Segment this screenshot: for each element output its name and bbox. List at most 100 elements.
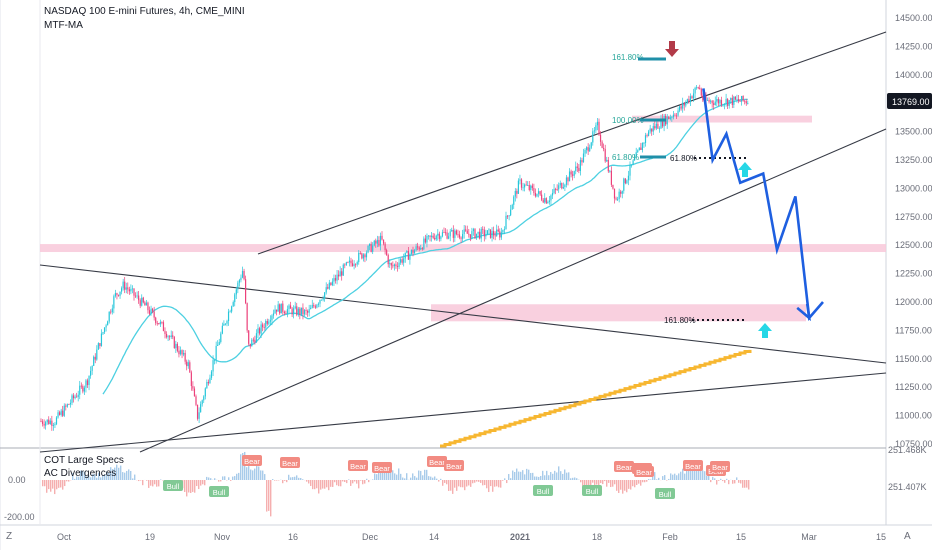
last-price-text: 13769.00 — [892, 97, 930, 107]
indicator-histogram-bar — [50, 480, 52, 492]
indicator-histogram-bar — [250, 469, 252, 480]
price-axis[interactable]: 14500.0014250.0014000.0013750.0013500.00… — [895, 13, 932, 449]
indicator-histogram-bar — [266, 480, 268, 512]
indicator-histogram-bar — [326, 480, 328, 488]
candle-body — [415, 246, 417, 251]
indicator-histogram-bar — [352, 480, 354, 484]
indicator-histogram-bar — [518, 471, 520, 480]
candle-body — [379, 235, 382, 246]
candle-body — [630, 164, 633, 166]
candle-body — [170, 335, 172, 338]
candle-body — [493, 231, 495, 236]
candle-body — [541, 194, 543, 200]
candle-body — [257, 328, 259, 334]
candle-body — [547, 202, 549, 204]
indicator-histogram-bar — [616, 480, 618, 491]
candle-body — [305, 310, 307, 311]
indicator-name: MTF-MA — [44, 20, 83, 31]
candle-body — [175, 343, 177, 349]
indicator-histogram-bar — [268, 480, 270, 511]
indicator-histogram-bar — [94, 474, 96, 480]
candle-body — [272, 313, 275, 316]
bear-badge-text: Bear — [712, 463, 728, 472]
indicator-histogram-bar — [238, 472, 240, 480]
indicator-histogram-bar — [538, 476, 540, 480]
indicator-histogram-bar — [462, 480, 464, 488]
indicator-histogram-bar — [654, 472, 656, 480]
candle-body — [176, 343, 178, 351]
candle-body — [401, 259, 403, 263]
candle-body — [497, 229, 499, 232]
candle-body — [567, 177, 569, 182]
resistance-zone — [40, 244, 886, 253]
candle-body — [74, 396, 76, 399]
candle-body — [260, 324, 262, 334]
bear-badge-text: Bear — [282, 459, 298, 468]
candle-body — [240, 277, 242, 281]
indicator-histogram-bar — [566, 472, 568, 480]
candle-body — [434, 237, 436, 240]
indicator-histogram-bar — [56, 480, 58, 490]
candle-body — [480, 228, 482, 239]
indicator-histogram-bar — [384, 469, 386, 480]
candle-body — [503, 229, 506, 231]
candle-body — [404, 252, 406, 259]
time-axis[interactable]: Oct 19 Nov 16 Dec 14 2021 18 Feb 15 Mar 15 — [57, 532, 886, 542]
indicator-histogram-bar — [506, 480, 508, 484]
indicator-histogram-bar — [592, 480, 594, 483]
indicator-histogram-bar — [264, 474, 266, 480]
auto-scale-button[interactable]: A — [904, 531, 911, 542]
price-tick-label: 11250.00 — [895, 382, 932, 392]
indicator-histogram-bar — [534, 476, 536, 480]
indicator-histogram-bar — [674, 473, 676, 480]
indicator-tick-label: 0.00 — [8, 475, 26, 485]
candle-body — [370, 243, 372, 252]
bear-badge-text: Bear — [685, 462, 701, 471]
candle-body — [387, 255, 389, 265]
indicator-histogram-bar — [664, 475, 666, 480]
indicator-histogram-bar — [300, 477, 302, 480]
indicator-histogram-bar — [92, 474, 94, 480]
candle-body — [367, 245, 369, 253]
candle-body — [731, 97, 733, 105]
candle-body — [45, 422, 47, 426]
candle-body — [528, 185, 530, 190]
indicator-histogram-bar — [262, 470, 264, 480]
candle-body — [43, 423, 45, 426]
candle-body — [195, 396, 197, 405]
candle-body — [499, 231, 501, 238]
zoom-button[interactable]: Z — [6, 531, 13, 542]
candle-body — [358, 252, 360, 263]
bull-badge-text: Bull — [659, 490, 672, 499]
candle-body — [558, 185, 560, 190]
candle-body — [124, 281, 126, 290]
indicator-histogram-bar — [364, 480, 366, 484]
indicator-histogram-bar — [342, 480, 344, 482]
candle-body — [65, 405, 67, 407]
indicator-histogram-bar — [260, 470, 262, 480]
bear-badge — [710, 461, 730, 472]
candle-body — [435, 235, 437, 240]
candle-body — [510, 209, 512, 216]
up-arrow-icon — [738, 162, 752, 177]
candle-body — [57, 412, 59, 418]
indicator-histogram-bar — [736, 477, 738, 480]
candle-body — [138, 295, 140, 301]
candle-body — [610, 170, 612, 185]
candle-body — [624, 178, 626, 184]
indicator-histogram-bar — [104, 474, 106, 480]
candle-body — [618, 191, 620, 199]
fib-level-label: 100.00% — [612, 116, 644, 125]
indicator-histogram-bar — [442, 480, 444, 486]
candle-body — [537, 191, 540, 194]
candle-body — [297, 308, 299, 315]
indicator-histogram-bar — [528, 469, 530, 480]
candle-body — [184, 352, 186, 362]
indicator-histogram-bar — [214, 478, 216, 480]
indicator-histogram-bar — [100, 477, 102, 480]
indicator-histogram-bar — [728, 480, 730, 485]
indicator-histogram-bar — [366, 478, 368, 480]
candle-body — [71, 395, 73, 403]
candle-body — [334, 278, 337, 281]
